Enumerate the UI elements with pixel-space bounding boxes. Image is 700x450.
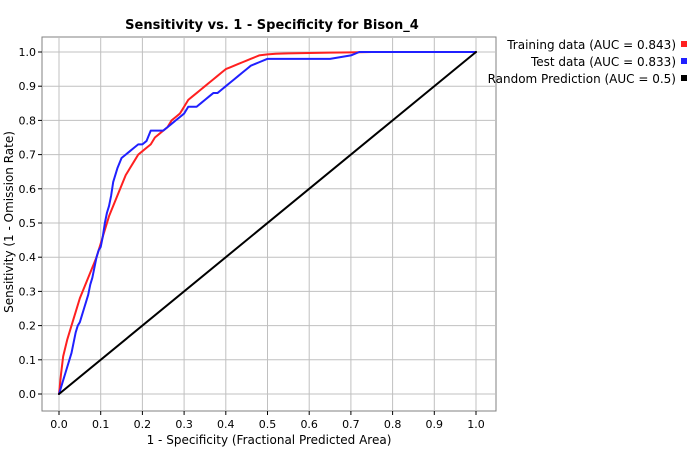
x-tick-label: 0.8 [384,418,402,431]
plot-area [41,36,497,412]
x-tick-label: 0.1 [92,418,110,431]
chart-title: Sensitivity vs. 1 - Specificity for Biso… [125,18,419,33]
legend: Training data (AUC = 0.843) Test data (AU… [488,38,687,86]
axis-ticks: 0.0 0.1 0.2 0.3 0.4 0.5 0.6 0.7 0.8 0.9 1.0 0.0 0.1 0… [19,46,485,431]
legend-label-2: Test data (AUC = 0.833) [530,55,676,69]
legend-swatch-3 [681,75,687,81]
x-tick-label: 0.2 [134,418,152,431]
legend-swatch-2 [681,58,687,64]
legend-label-1: Training data (AUC = 0.843) [506,38,676,52]
y-tick-label: 0.7 [19,149,37,162]
series-line-3 [58,51,477,395]
x-tick-label: 0.6 [300,418,318,431]
x-tick-label: 0.4 [217,418,235,431]
y-axis-label: Sensitivity (1 - Omission Rate) [2,131,16,313]
y-tick-label: 0.4 [19,251,37,264]
y-tick-label: 0.0 [19,388,37,401]
y-tick-label: 0.1 [19,354,37,367]
legend-swatch-1 [681,41,687,47]
y-tick-label: 0.9 [19,80,37,93]
x-tick-label: 1.0 [467,418,485,431]
x-axis-label: 1 - Specificity (Fractional Predicted Ar… [147,433,392,447]
x-tick-label: 0.7 [342,418,360,431]
y-tick-label: 0.8 [19,114,37,127]
series-lines [58,51,477,395]
y-tick-label: 0.5 [19,217,37,230]
y-tick-label: 1.0 [19,46,37,59]
x-tick-label: 0.5 [259,418,277,431]
x-tick-label: 0.9 [426,418,444,431]
y-tick-label: 0.2 [19,320,37,333]
x-tick-label: 0.3 [175,418,193,431]
y-tick-label: 0.3 [19,285,37,298]
y-tick-label: 0.6 [19,183,37,196]
legend-label-3: Random Prediction (AUC = 0.5) [488,72,676,86]
x-tick-label: 0.0 [50,418,68,431]
series-line-2 [58,51,477,395]
